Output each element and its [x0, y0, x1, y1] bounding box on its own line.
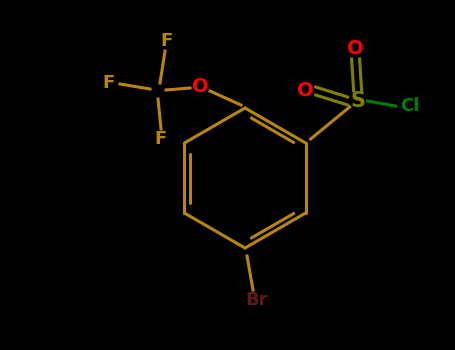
Text: O: O	[347, 40, 364, 58]
Text: S: S	[350, 91, 365, 111]
Text: Cl: Cl	[400, 97, 420, 115]
Text: F: F	[160, 32, 172, 50]
Text: Br: Br	[246, 291, 268, 309]
Text: O: O	[192, 77, 208, 96]
Text: F: F	[102, 74, 114, 92]
Text: F: F	[155, 130, 167, 148]
Text: O: O	[297, 82, 314, 100]
